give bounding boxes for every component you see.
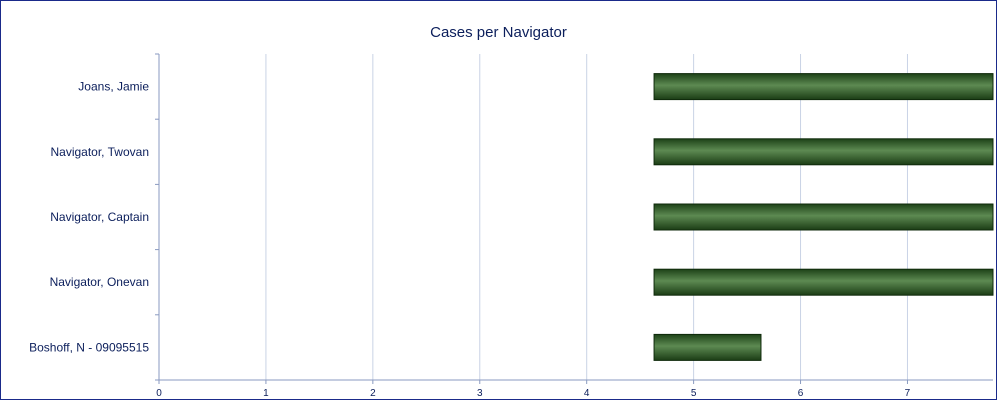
x-tick-label: 3 xyxy=(477,388,483,399)
category-label: Navigator, Twovan xyxy=(50,145,149,159)
x-tick-label: 7 xyxy=(905,388,911,399)
x-tick-label: 6 xyxy=(798,388,804,399)
category-label: Navigator, Onevan xyxy=(50,275,149,289)
bar xyxy=(653,138,994,166)
bar xyxy=(653,268,994,296)
bar xyxy=(653,73,994,101)
category-label: Navigator, Captain xyxy=(50,210,149,224)
category-label: Boshoff, N - 09095515 xyxy=(29,340,149,354)
x-tick-label: 2 xyxy=(370,388,376,399)
chart-title: Cases per Navigator xyxy=(430,24,567,41)
category-label: Joans, Jamie xyxy=(78,80,149,94)
x-tick-label: 1 xyxy=(263,388,269,399)
x-tick-label: 4 xyxy=(584,388,590,399)
bar xyxy=(653,333,762,361)
x-tick-label: 0 xyxy=(156,388,162,399)
bar xyxy=(653,203,994,231)
x-tick-label: 5 xyxy=(691,388,697,399)
